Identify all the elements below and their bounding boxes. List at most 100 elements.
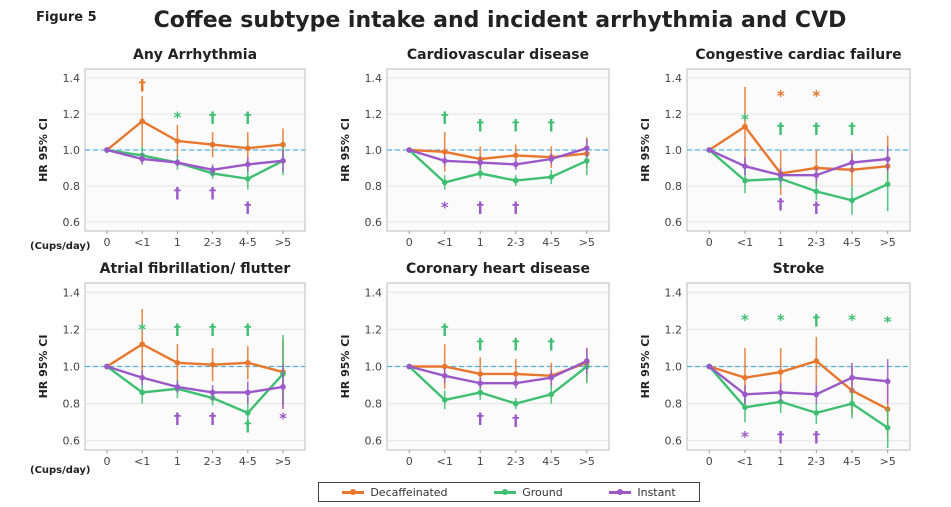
series-line-ground [408, 149, 588, 184]
significance-marker: † [138, 76, 146, 94]
y-axis-label: HR 95% CI [339, 335, 352, 399]
y-tick-label: 0.8 [63, 180, 81, 193]
y-tick-label: 1.0 [665, 144, 683, 157]
data-point-instant [245, 389, 251, 396]
significance-marker: * [741, 110, 749, 128]
panel-title: Coronary heart disease [406, 261, 590, 277]
x-tick-label: 0 [406, 455, 413, 468]
x-tick-label: 4-5 [239, 236, 257, 249]
significance-marker: † [476, 199, 484, 217]
significance-marker: * [741, 311, 749, 329]
x-tick-label: 1 [777, 455, 784, 468]
x-tick-label: 0 [104, 236, 111, 249]
significance-marker: † [209, 409, 217, 427]
y-axis-label: HR 95% CI [37, 118, 50, 182]
data-point-ground [742, 404, 748, 411]
data-point-decaffeinated [139, 341, 145, 348]
x-tick-label: 1 [174, 236, 181, 249]
x-tick-label: 1 [477, 455, 484, 468]
significance-marker: † [548, 116, 556, 134]
y-tick-label: 0.6 [665, 216, 683, 229]
data-point-instant [777, 172, 784, 178]
series-line-ground [408, 365, 588, 405]
x-tick-label: <1 [437, 236, 453, 249]
significance-marker: † [244, 109, 252, 127]
panel-title: Stroke [773, 261, 825, 277]
y-tick-label: 0.8 [665, 180, 683, 193]
x-tick-label: >5 [880, 236, 896, 249]
x-unit-label-bottom: (Cups/day) [30, 465, 91, 476]
series-line-instant [106, 365, 284, 394]
data-point-instant [813, 391, 820, 398]
y-tick-label: 0.8 [365, 180, 383, 193]
series-line-instant [708, 365, 888, 396]
y-tick-label: 0.6 [365, 435, 383, 448]
significance-marker: † [548, 335, 556, 353]
y-tick-label: 1.4 [665, 286, 683, 299]
x-tick-label: <1 [437, 455, 453, 468]
series-line-instant [708, 148, 888, 177]
significance-marker: † [209, 320, 217, 338]
significance-marker: * [741, 428, 749, 446]
significance-marker: † [777, 428, 785, 446]
data-point-instant [512, 161, 519, 168]
data-point-ground [584, 158, 590, 164]
x-tick-label: 2-3 [807, 236, 825, 249]
x-tick-label: 0 [706, 236, 713, 249]
series-line-decaffeinated [708, 124, 888, 175]
y-tick-label: 1.4 [365, 286, 383, 299]
data-point-instant [742, 391, 748, 398]
significance-marker: * [138, 320, 146, 338]
figure-label: Figure 5 [36, 10, 97, 25]
data-point-instant [706, 147, 713, 153]
chart-grid: Any Arrhythmia 0.6 0.8 1.0 1.2 1.4 0 <1 1 2-3 4-5 >… [37, 47, 911, 468]
significance-marker: † [244, 199, 252, 217]
y-axis-label: HR 95% CI [339, 118, 352, 182]
legend-swatch-instant [609, 488, 632, 495]
significance-marker: † [476, 335, 484, 353]
data-point-ground [441, 397, 448, 403]
x-tick-label: >5 [579, 455, 595, 468]
y-tick-label: 1.0 [63, 361, 81, 374]
legend-swatch-ground [494, 488, 517, 495]
data-point-instant [139, 156, 145, 162]
data-point-instant [209, 389, 216, 396]
y-tick-label: 0.8 [63, 398, 81, 411]
series-line-decaffeinated [106, 342, 284, 374]
data-point-instant [777, 389, 784, 396]
panel-congestive-cardiac-failure: Congestive cardiac failure 0.6 0.8 1.0 1.2 1.… [639, 47, 911, 249]
significance-marker: † [174, 409, 182, 427]
significance-marker: † [512, 335, 520, 353]
y-tick-label: 1.2 [63, 108, 81, 121]
data-point-instant [584, 145, 590, 151]
data-point-decaffeinated [512, 152, 519, 159]
figure-title: Coffee subtype intake and incident arrhy… [153, 8, 847, 33]
data-point-decaffeinated [512, 371, 519, 377]
y-tick-label: 0.6 [63, 435, 81, 448]
x-tick-label: 4-5 [542, 455, 560, 468]
data-point-instant [209, 167, 216, 173]
y-tick-label: 1.2 [365, 323, 383, 336]
panel-title: Any Arrhythmia [133, 47, 257, 63]
data-point-instant [548, 156, 555, 162]
significance-marker: † [813, 311, 821, 329]
series-line-instant [408, 359, 588, 385]
legend-label-instant: Instant [637, 485, 676, 499]
data-point-instant [406, 363, 413, 370]
data-point-decaffeinated [441, 149, 448, 155]
data-point-decaffeinated [742, 374, 748, 381]
series-line-ground [708, 149, 889, 202]
y-axis-label: HR 95% CI [639, 335, 652, 399]
data-point-ground [477, 170, 484, 177]
series-line-ground [106, 148, 284, 181]
series-line-decaffeinated [708, 359, 889, 411]
y-axis-label: HR 95% CI [639, 118, 652, 182]
x-tick-label: 1 [777, 236, 784, 249]
significance-marker: † [209, 109, 217, 127]
significance-marker: † [777, 195, 785, 213]
data-point-instant [280, 158, 286, 164]
x-tick-label: 0 [406, 236, 413, 249]
data-point-instant [706, 363, 713, 370]
significance-marker: * [441, 199, 449, 217]
data-point-ground [884, 424, 891, 431]
